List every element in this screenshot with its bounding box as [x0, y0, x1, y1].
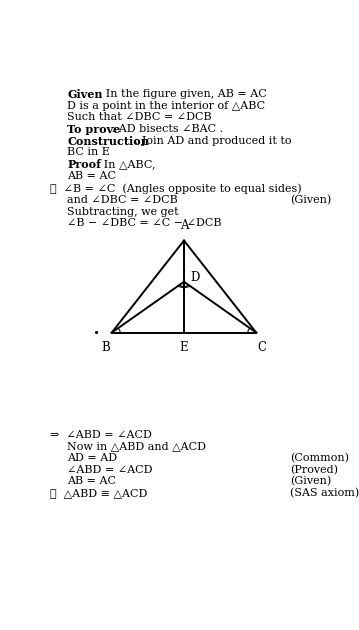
Text: Proof: Proof: [67, 159, 101, 170]
Text: BC in E: BC in E: [67, 147, 110, 158]
Text: D: D: [190, 272, 200, 284]
Text: : Join AD and produced it to: : Join AD and produced it to: [131, 135, 291, 146]
Text: and ∠DBC = ∠DCB: and ∠DBC = ∠DCB: [67, 195, 178, 205]
Text: Subtracting, we get: Subtracting, we get: [67, 207, 179, 217]
Text: A: A: [180, 219, 188, 232]
Text: : In △ABC,: : In △ABC,: [93, 159, 156, 169]
Text: (Given): (Given): [290, 476, 331, 486]
Text: B: B: [102, 341, 111, 355]
Text: ∴  △ABD ≡ △ACD: ∴ △ABD ≡ △ACD: [50, 488, 148, 498]
Text: : In the figure given, AB = AC: : In the figure given, AB = AC: [95, 89, 266, 99]
Text: Now in △ABD and △ACD: Now in △ABD and △ACD: [67, 442, 206, 451]
Text: ∴  ∠B = ∠C  (Angles opposite to equal sides): ∴ ∠B = ∠C (Angles opposite to equal side…: [50, 183, 302, 194]
Text: Given: Given: [67, 89, 103, 100]
Text: AB = AC: AB = AC: [67, 476, 116, 486]
Text: (SAS axiom): (SAS axiom): [290, 488, 359, 498]
Text: (Given): (Given): [290, 195, 331, 205]
Text: D is a point in the interior of △ABC: D is a point in the interior of △ABC: [67, 101, 265, 111]
Text: ∠B − ∠DBC = ∠C − ∠DCB: ∠B − ∠DBC = ∠C − ∠DCB: [67, 218, 222, 228]
Text: (Common): (Common): [290, 453, 349, 463]
Text: ∠ABD = ∠ACD: ∠ABD = ∠ACD: [67, 465, 153, 474]
Text: Construction: Construction: [67, 135, 149, 147]
Text: Such that ∠DBC = ∠DCB: Such that ∠DBC = ∠DCB: [67, 113, 212, 122]
Text: To prove: To prove: [67, 124, 120, 135]
Text: C: C: [257, 341, 266, 355]
Text: (Proved): (Proved): [290, 465, 338, 475]
Text: ⇒  ∠ABD = ∠ACD: ⇒ ∠ABD = ∠ACD: [50, 430, 152, 440]
Text: : AD bisects ∠BAC .: : AD bisects ∠BAC .: [108, 124, 224, 134]
Text: AD = AD: AD = AD: [67, 453, 117, 463]
Text: E: E: [180, 341, 188, 355]
Text: AB = AC: AB = AC: [67, 171, 116, 181]
